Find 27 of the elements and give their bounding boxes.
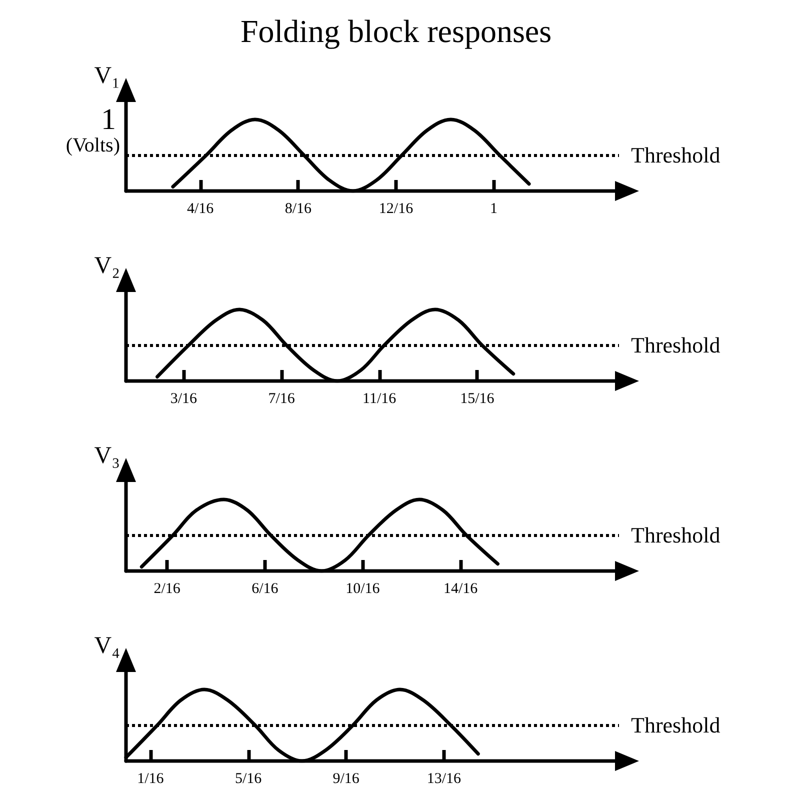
y-axis-title: V₃ (94, 443, 120, 469)
x-tick-label: 5/16 (234, 771, 262, 787)
ref-line-label: Threshold (631, 712, 720, 738)
x-tick-label: 8/16 (284, 201, 312, 217)
text: (Volts) (66, 134, 120, 156)
x-tick-label: 7/16 (268, 391, 296, 407)
y-axis-title: V₂ (94, 253, 120, 279)
x-tick-label: 14/16 (443, 581, 478, 597)
x-tick-label: 3/16 (170, 391, 198, 407)
x-tick-label: 13/16 (426, 771, 462, 787)
x-tick-label: 15/16 (460, 391, 495, 407)
y-axis-title: V₁ (94, 63, 120, 89)
x-tick-label: 4/16 (187, 201, 214, 217)
y-axis-title: V₄ (94, 633, 120, 659)
x-tick-label: 1 (490, 201, 498, 217)
chart-title: Folding block responses (240, 13, 552, 49)
x-tick-label: 9/16 (332, 771, 360, 787)
x-tick-label: 1/16 (137, 771, 164, 787)
x-tick-label: 10/16 (346, 581, 380, 597)
x-tick-label: 11/16 (362, 391, 397, 407)
ref-line-label: Threshold (631, 522, 720, 548)
x-tick-label: 12/16 (378, 201, 414, 217)
text: 1 (101, 102, 116, 136)
x-tick-label: 2/16 (154, 581, 181, 597)
ref-line-label: Threshold (631, 142, 720, 168)
ref-line-label: Threshold (631, 332, 720, 358)
x-tick-label: 6/16 (252, 581, 279, 597)
